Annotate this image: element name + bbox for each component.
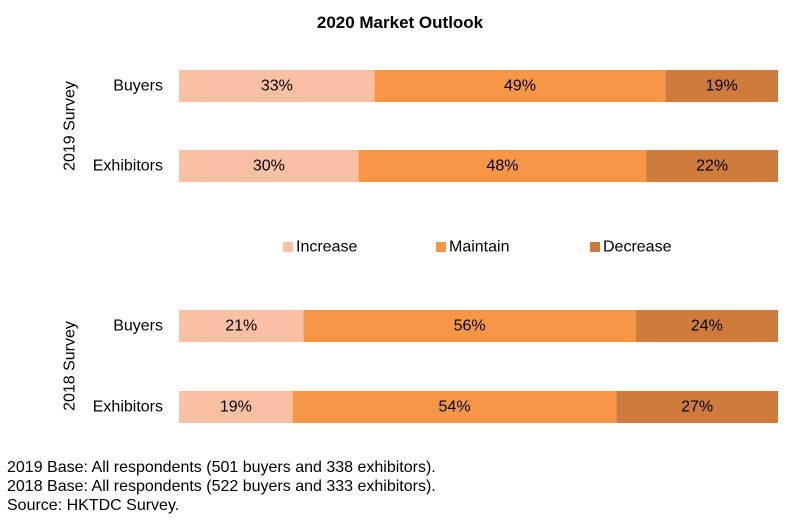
bar-2019-survey-buyers-decrease xyxy=(665,70,778,102)
bar-2018-survey-exhibitors-maintain xyxy=(292,391,617,423)
bar-2019-survey-buyers-maintain xyxy=(374,70,666,102)
bar-2018-survey-buyers-maintain xyxy=(303,310,636,342)
stacked-bar-chart: 2019 Survey Buyers 33% 49% 19% Exhibitors 30% 4… xyxy=(62,70,778,423)
category-label-2018-survey-exhibitors: Exhibitors xyxy=(93,399,163,416)
data-label-2019-survey-exhibitors-decrease: 22% xyxy=(696,158,728,175)
data-label-2018-survey-buyers-decrease: 24% xyxy=(691,318,723,335)
bar-2019-survey-exhibitors-maintain xyxy=(358,150,647,182)
chart-title: 2020 Market Outlook xyxy=(316,13,484,32)
data-label-2018-survey-exhibitors-decrease: 27% xyxy=(681,399,713,416)
data-label-2018-survey-exhibitors-increase: 19% xyxy=(220,399,252,416)
footnote-2018-base: 2018 Base: All respondents (522 buyers a… xyxy=(7,478,436,495)
category-label-2018-survey-buyers: Buyers xyxy=(113,318,163,335)
data-label-2018-survey-buyers-maintain: 56% xyxy=(454,318,486,335)
legend-swatch-increase xyxy=(283,242,293,252)
data-label-2018-survey-exhibitors-maintain: 54% xyxy=(439,399,471,416)
bar-2018-survey-exhibitors-increase xyxy=(179,391,293,423)
bar-2019-survey-exhibitors-decrease xyxy=(646,150,778,182)
bar-2019-survey-exhibitors-increase xyxy=(179,150,359,182)
legend-label-decrease: Decrease xyxy=(603,239,672,256)
data-label-2019-survey-buyers-maintain: 49% xyxy=(504,78,536,95)
footnotes: 2019 Base: All respondents (501 buyers a… xyxy=(7,458,436,515)
legend-swatch-decrease xyxy=(590,242,600,252)
bar-2018-survey-buyers-decrease xyxy=(635,310,778,342)
category-label-2019-survey-buyers: Buyers xyxy=(113,78,163,95)
legend-swatch-maintain xyxy=(436,242,446,252)
data-label-2018-survey-buyers-increase: 21% xyxy=(225,318,257,335)
footnote-2019-base: 2019 Base: All respondents (501 buyers a… xyxy=(7,459,436,476)
legend-label-maintain: Maintain xyxy=(449,239,509,256)
data-label-2019-survey-exhibitors-maintain: 48% xyxy=(486,158,518,175)
data-label-2019-survey-buyers-decrease: 19% xyxy=(706,78,738,95)
data-label-2019-survey-exhibitors-increase: 30% xyxy=(253,158,285,175)
data-label-2019-survey-buyers-increase: 33% xyxy=(261,78,293,95)
group-label-2018-survey: 2018 Survey xyxy=(62,321,79,411)
footnote-source: Source: HKTDC Survey. xyxy=(7,497,180,514)
group-label-2019-survey: 2019 Survey xyxy=(62,81,79,171)
category-label-2019-survey-exhibitors: Exhibitors xyxy=(93,158,163,175)
legend-label-increase: Increase xyxy=(296,239,357,256)
bar-2019-survey-buyers-increase xyxy=(179,70,375,102)
bar-2018-survey-exhibitors-decrease xyxy=(616,391,778,423)
bar-2018-survey-buyers-increase xyxy=(179,310,304,342)
